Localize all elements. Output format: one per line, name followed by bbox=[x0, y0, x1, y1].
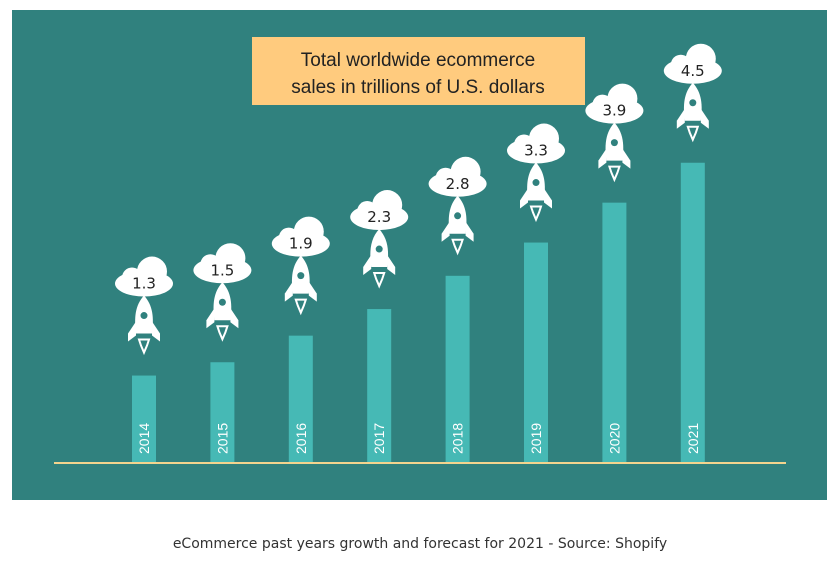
cloud-icon bbox=[507, 123, 565, 164]
cloud-icon bbox=[428, 156, 487, 197]
value-label-2018: 2.8 bbox=[446, 175, 470, 193]
title-line-1: Total worldwide ecommerce bbox=[301, 50, 535, 71]
cloud-icon bbox=[663, 43, 722, 84]
chart-title: Total worldwide ecommerce sales in trill… bbox=[252, 37, 585, 105]
bar-2014 bbox=[132, 375, 156, 462]
bar-2015 bbox=[210, 362, 235, 462]
year-label-2020: 2020 bbox=[606, 423, 622, 454]
cloud-icon bbox=[585, 83, 644, 124]
rocket-icon bbox=[441, 195, 474, 256]
value-label-2014: 1.3 bbox=[132, 275, 156, 293]
bars-layer: 2014 1.3 2015 1.5 2016 1.9 2017 2.3 2018 2.8 2019 3… bbox=[115, 43, 722, 462]
bar-2018 bbox=[445, 275, 470, 462]
bar-2021 bbox=[680, 162, 705, 462]
title-line-2: sales in trillions of U.S. dollars bbox=[291, 77, 544, 98]
value-label-2017: 2.3 bbox=[367, 208, 391, 226]
cloud-icon bbox=[115, 256, 173, 297]
rocket-icon bbox=[598, 122, 631, 183]
cloud-icon bbox=[193, 243, 252, 284]
value-label-2015: 1.5 bbox=[210, 261, 234, 279]
year-label-2018: 2018 bbox=[450, 423, 466, 454]
bar-2017 bbox=[367, 309, 392, 462]
year-label-2014: 2014 bbox=[136, 423, 152, 454]
year-label-2016: 2016 bbox=[293, 423, 309, 454]
value-label-2021: 4.5 bbox=[681, 62, 705, 80]
cloud-icon bbox=[271, 216, 330, 257]
bar-chart: Total worldwide ecommerce sales in trill… bbox=[12, 10, 827, 500]
value-label-2020: 3.9 bbox=[602, 102, 626, 120]
title-box bbox=[252, 37, 585, 105]
cloud-icon bbox=[350, 190, 409, 231]
year-label-2019: 2019 bbox=[528, 423, 544, 454]
rocket-icon bbox=[284, 255, 317, 316]
year-label-2015: 2015 bbox=[214, 423, 230, 454]
figure-caption: eCommerce past years growth and forecast… bbox=[172, 536, 668, 552]
bar-2019 bbox=[524, 242, 548, 462]
rocket-icon bbox=[520, 162, 552, 223]
value-label-2019: 3.3 bbox=[524, 142, 548, 160]
chart-panel: Total worldwide ecommerce sales in trill… bbox=[12, 10, 827, 500]
rocket-icon bbox=[676, 82, 709, 143]
bar-2016 bbox=[288, 335, 313, 462]
year-label-2021: 2021 bbox=[685, 423, 701, 454]
bar-2020 bbox=[602, 202, 627, 462]
rocket-icon bbox=[128, 295, 160, 356]
rocket-icon bbox=[363, 229, 396, 289]
rocket-icon bbox=[206, 282, 239, 342]
year-label-2017: 2017 bbox=[371, 423, 387, 454]
value-label-2016: 1.9 bbox=[289, 235, 313, 253]
